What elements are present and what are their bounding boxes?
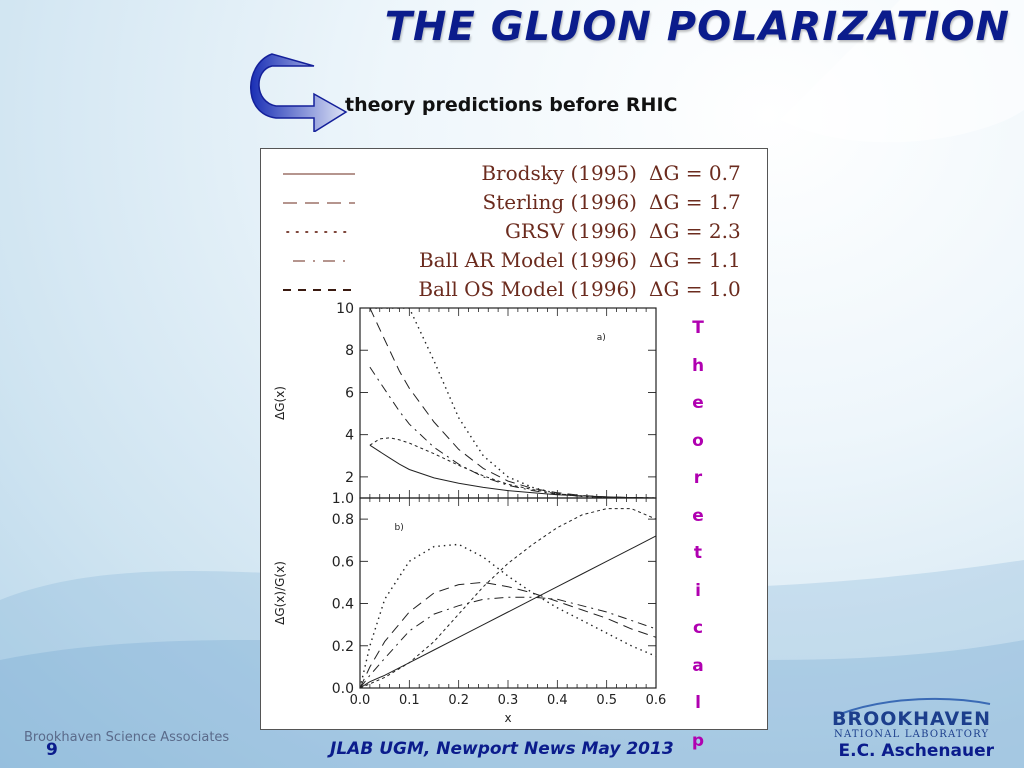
brookhaven-logo: BROOKHAVEN NATIONAL LABORATORY bbox=[830, 696, 1000, 742]
y-tick-label: 4 bbox=[345, 428, 354, 444]
series-line-dashed bbox=[369, 308, 656, 498]
gluon-plots: 1.0 2 4 6 8 10 a) ΔG(x) 0.0 0.2 0.4 0.6 0.8 b) ΔG(x)/G… bbox=[273, 301, 667, 725]
legend-value: ΔG = 1.0 bbox=[649, 277, 741, 301]
plot-frame bbox=[359, 497, 657, 689]
x-tick-label: 0.1 bbox=[399, 693, 420, 708]
legend-entry: GRSV (1996) ΔG = 2.3 bbox=[261, 217, 767, 245]
side-letter: i bbox=[695, 580, 701, 601]
y-tick-label: 0.4 bbox=[332, 597, 354, 613]
legend-sample-dashdot bbox=[293, 260, 345, 262]
footer-author: E.C. Aschenauer bbox=[838, 741, 995, 761]
side-letter: p bbox=[691, 730, 705, 751]
x-tick-label: 0.0 bbox=[350, 693, 371, 708]
series-line-dotted bbox=[360, 543, 656, 688]
x-tick-label: 0.3 bbox=[498, 693, 519, 708]
y-tick-label: 6 bbox=[345, 385, 354, 401]
y-tick-label: 8 bbox=[345, 343, 354, 359]
series-line-shortdash bbox=[369, 437, 656, 498]
series-line-solid bbox=[369, 444, 656, 498]
page-number: 9 bbox=[46, 740, 58, 760]
y-tick-label: 0.8 bbox=[332, 512, 354, 528]
logo-subtext: NATIONAL LABORATORY bbox=[834, 729, 990, 740]
series-line-shortdash bbox=[360, 508, 656, 688]
y-tick-label: 1.0 bbox=[332, 491, 354, 507]
slide-subtitle: theory predictions before RHIC bbox=[345, 94, 678, 116]
x-tick-label: 0.4 bbox=[547, 693, 568, 708]
legend-name: GRSV (1996) bbox=[504, 219, 637, 243]
side-letter: r bbox=[693, 468, 703, 488]
legend-value: ΔG = 0.7 bbox=[649, 161, 741, 185]
legend-name: Ball OS Model (1996) bbox=[418, 277, 637, 301]
side-letter: h bbox=[691, 355, 705, 376]
x-axis-label: x bbox=[504, 711, 511, 725]
legend-name: Ball AR Model (1996) bbox=[418, 248, 637, 272]
series-line-solid bbox=[360, 535, 656, 688]
legend-entry: Ball AR Model (1996) ΔG = 1.1 bbox=[261, 246, 767, 274]
footer-organization: Brookhaven Science Associates bbox=[24, 730, 230, 745]
footer-event: JLAB UGM, Newport News May 2013 bbox=[330, 739, 674, 759]
legend-entry: Sterling (1996) ΔG = 1.7 bbox=[261, 188, 767, 216]
series-line-dotted bbox=[369, 308, 656, 498]
logo-text: BROOKHAVEN bbox=[832, 708, 992, 730]
y-tick-label: 10 bbox=[336, 301, 354, 317]
legend-sample-dashed bbox=[283, 202, 355, 204]
legend-name: Sterling (1996) bbox=[482, 190, 637, 214]
side-letter: c bbox=[692, 618, 704, 638]
series-line-dashdot bbox=[360, 596, 656, 688]
side-letter: t bbox=[693, 543, 703, 563]
legend-entry: Brodsky (1995) ΔG = 0.7 bbox=[261, 159, 767, 187]
side-letter: e bbox=[692, 393, 704, 413]
y-tick-label: 0.0 bbox=[332, 681, 354, 697]
legend-sample-shortdash bbox=[283, 289, 355, 291]
legend-sample-solid bbox=[283, 173, 355, 175]
y-tick-label: 2 bbox=[345, 470, 354, 486]
side-letter: l bbox=[695, 693, 701, 713]
legend-entry: Ball OS Model (1996) ΔG = 1.0 bbox=[261, 275, 767, 303]
side-letter: T bbox=[692, 318, 704, 338]
legend-value: ΔG = 1.7 bbox=[649, 190, 741, 214]
x-tick-label: 0.2 bbox=[448, 693, 469, 708]
curved-arrow-icon bbox=[250, 53, 348, 132]
legend-value: ΔG = 1.1 bbox=[649, 248, 741, 272]
panel-label: a) bbox=[597, 333, 606, 343]
y-tick-label: 0.6 bbox=[332, 554, 354, 570]
series-line-dashed bbox=[360, 581, 656, 688]
plot-frame bbox=[359, 307, 657, 499]
y-axis-label: ΔG(x)/G(x) bbox=[273, 561, 287, 625]
logo-swoosh-icon bbox=[839, 697, 991, 715]
legend-value: ΔG = 2.3 bbox=[649, 219, 741, 243]
legend-name: Brodsky (1995) bbox=[481, 161, 637, 185]
y-tick-label: 0.2 bbox=[332, 639, 354, 655]
x-tick-label: 0.5 bbox=[596, 693, 617, 708]
figure-panel: Brodsky (1995) ΔG = 0.7 Sterling (1996) … bbox=[260, 148, 768, 730]
side-letter: e bbox=[692, 505, 704, 526]
side-letter: a bbox=[692, 655, 704, 676]
x-tick-label: 0.6 bbox=[646, 693, 667, 708]
y-axis-label: ΔG(x) bbox=[273, 386, 287, 420]
legend-sample-dotted bbox=[286, 231, 352, 233]
slide-title: THE GLUON POLARIZATION bbox=[384, 4, 1010, 50]
side-letter: o bbox=[692, 430, 704, 451]
panel-label: b) bbox=[395, 523, 404, 533]
